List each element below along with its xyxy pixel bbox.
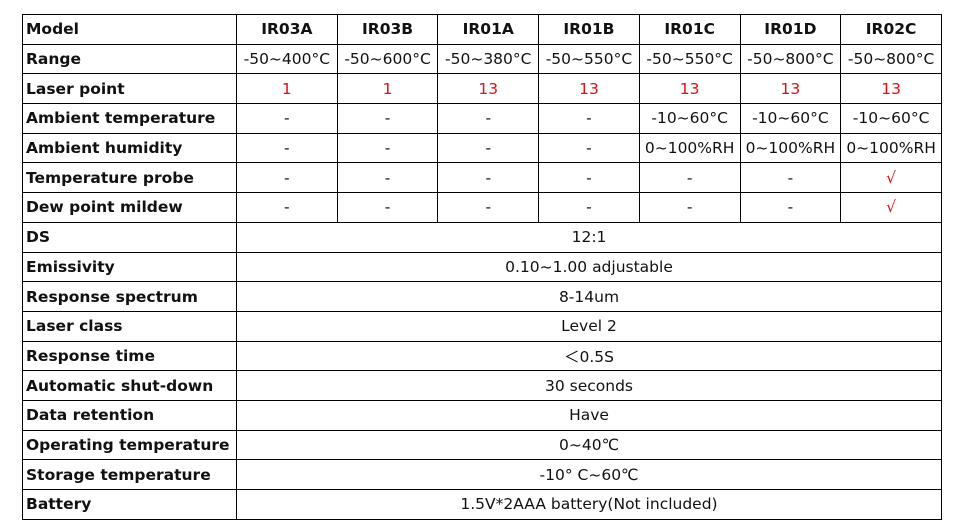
cell: 0~40℃	[236, 429, 942, 461]
header-row: Model IR03A IR03B IR01A IR01B IR01C IR01D IR02C	[22, 14, 942, 45]
spec-row: Response spectrum 8-14um	[22, 281, 942, 312]
cell: -50~600°C	[336, 43, 439, 75]
row-label: Temperature probe	[22, 162, 237, 194]
spec-row: Response time ＜0.5S	[22, 340, 942, 372]
cell: √	[840, 162, 942, 194]
cell: -50~550°C	[638, 43, 741, 75]
cell: 0.10~1.00 adjustable	[236, 251, 942, 283]
cell: -	[739, 162, 842, 194]
cell: -50~800°C	[840, 43, 942, 75]
cell: IR01C	[638, 14, 741, 45]
row-label: DS	[22, 221, 237, 253]
cell: 0~100%RH	[638, 132, 741, 164]
cell: IR01B	[538, 14, 640, 45]
cell: -	[538, 132, 640, 164]
row-label: Operating temperature	[22, 429, 237, 461]
spec-row: Laser point 1 1 13 13 13 13 13	[22, 73, 942, 105]
spec-row: Ambient humidity - - - -0~100%RH 0~100%RH 0~10…	[22, 132, 942, 164]
cell: 13	[840, 73, 942, 105]
cell: -10~60°C	[638, 103, 741, 134]
row-label: Model	[22, 14, 237, 45]
spec-row: DS 12:1	[22, 221, 942, 253]
cell: -	[538, 192, 640, 223]
row-label: Range	[22, 43, 237, 75]
cell: -	[236, 132, 338, 164]
cell: -10° C~60℃	[236, 459, 942, 490]
spec-row: Laser class Level 2	[22, 310, 942, 342]
cell: -50~400°C	[236, 43, 338, 75]
cell: IR03A	[236, 14, 338, 45]
spec-row: Temperature probe - - - - - - √	[22, 162, 942, 194]
cell: -	[236, 103, 338, 134]
cell: 13	[437, 73, 540, 105]
cell: Level 2	[236, 310, 942, 342]
row-label: Storage temperature	[22, 459, 237, 490]
cell: -	[336, 192, 439, 223]
cell: -50~800°C	[739, 43, 842, 75]
cell: -	[638, 192, 741, 223]
row-label: Battery	[22, 489, 237, 520]
spec-row: Battery 1.5V*2AAA battery(Not included)	[22, 489, 942, 520]
cell: -	[336, 162, 439, 194]
cell: 13	[638, 73, 741, 105]
cell: 0~100%RH	[739, 132, 842, 164]
cell: √	[840, 192, 942, 223]
cell: -50~550°C	[538, 43, 640, 75]
cell: 12:1	[236, 221, 942, 253]
cell: -	[236, 162, 338, 194]
row-label: Ambient humidity	[22, 132, 237, 164]
cell: IR01D	[739, 14, 842, 45]
row-label: Data retention	[22, 399, 237, 431]
spec-table: Model IR03A IR03B IR01A IR01B IR01C IR01D IR02C…	[22, 14, 942, 520]
cell: -	[336, 103, 439, 134]
cell: -	[236, 192, 338, 223]
row-label: Ambient temperature	[22, 103, 237, 134]
spec-row: Operating temperature 0~40℃	[22, 429, 942, 461]
row-label: Laser class	[22, 310, 237, 342]
cell: -	[437, 132, 540, 164]
cell: 1	[336, 73, 439, 105]
cell: 0~100%RH	[840, 132, 942, 164]
cell: 13	[739, 73, 842, 105]
row-label: Response spectrum	[22, 281, 237, 312]
cell: ＜0.5S	[236, 340, 942, 372]
cell: -	[538, 162, 640, 194]
cell: 1.5V*2AAA battery(Not included)	[236, 489, 942, 520]
cell: -10~60°C	[840, 103, 942, 134]
spec-row: Dew point mildew - - - - - - √	[22, 192, 942, 223]
cell: -	[437, 192, 540, 223]
cell: 13	[538, 73, 640, 105]
cell: 1	[236, 73, 338, 105]
cell: -50~380°C	[437, 43, 540, 75]
spec-row: Automatic shut-down 30 seconds	[22, 370, 942, 401]
cell: -	[437, 162, 540, 194]
cell: -	[437, 103, 540, 134]
cell: 8-14um	[236, 281, 942, 312]
row-label: Automatic shut-down	[22, 370, 237, 401]
spec-row: Data retention Have	[22, 399, 942, 431]
spec-row: Emissivity 0.10~1.00 adjustable	[22, 251, 942, 283]
row-label: Dew point mildew	[22, 192, 237, 223]
row-label: Response time	[22, 340, 237, 372]
cell: -	[538, 103, 640, 134]
spec-row: Range -50~400°C -50~600°C -50~380°C -50~550°…	[22, 43, 942, 75]
row-label: Laser point	[22, 73, 237, 105]
spec-row: Storage temperature -10° C~60℃	[22, 459, 942, 490]
cell: -	[638, 162, 741, 194]
cell: IR01A	[437, 14, 540, 45]
spec-row: Ambient temperature - - - - -10~60°C -10~60°C -…	[22, 103, 942, 134]
cell: -10~60°C	[739, 103, 842, 134]
cell: -	[336, 132, 439, 164]
cell: 30 seconds	[236, 370, 942, 401]
cell: -	[739, 192, 842, 223]
cell: IR03B	[336, 14, 439, 45]
cell: Have	[236, 399, 942, 431]
cell: IR02C	[840, 14, 942, 45]
row-label: Emissivity	[22, 251, 237, 283]
